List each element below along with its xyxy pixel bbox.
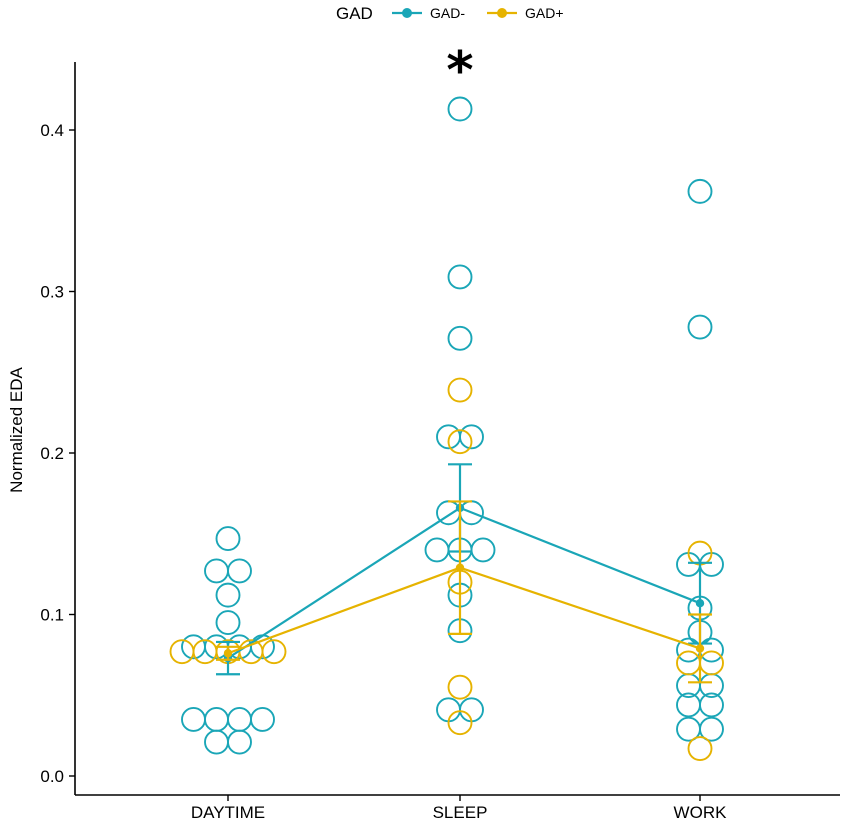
mean-point-gad-minus-work [695, 598, 705, 608]
data-marks [169, 96, 724, 761]
data-point-gad-minus-sleep [447, 96, 473, 122]
data-point-gad-plus-sleep [447, 674, 473, 700]
data-point-gad-minus-daytime [227, 558, 252, 584]
data-point-gad-minus-sleep [459, 424, 484, 450]
data-point-gad-minus-sleep [447, 325, 473, 351]
y-tick-label: 0.3 [40, 283, 64, 302]
mean-point-gad-plus-sleep [455, 563, 465, 572]
data-point-gad-minus-daytime [250, 707, 275, 732]
data-point-gad-plus-daytime [261, 639, 287, 665]
y-tick-label: 0.1 [40, 606, 64, 625]
series-gad-plus [169, 377, 724, 761]
y-tick-label: 0.0 [40, 767, 64, 786]
data-point-gad-minus-sleep [447, 264, 473, 290]
x-tick-label-sleep: SLEEP [433, 803, 488, 822]
x-tick-label-daytime: DAYTIME [191, 803, 265, 822]
legend-label-gad-minus: GAD- [430, 5, 465, 21]
significance-star: * [446, 41, 473, 101]
data-point-gad-minus-daytime [204, 729, 229, 755]
data-point-gad-plus-sleep [447, 429, 473, 455]
legend-key-gad-minus [392, 8, 422, 18]
data-point-gad-minus-daytime [181, 707, 206, 732]
x-tick-label-work: WORK [674, 803, 728, 822]
data-point-gad-minus-daytime [215, 526, 241, 552]
legend-key-gad-plus [487, 8, 517, 18]
data-point-gad-plus-sleep [447, 377, 473, 403]
x-ticks: DAYTIME SLEEP WORK [191, 795, 727, 822]
y-ticks: 0.0 0.1 0.2 0.3 0.4 [40, 121, 75, 786]
data-point-gad-minus-daytime [227, 729, 252, 755]
data-point-gad-minus-daytime [204, 558, 229, 584]
mean-line-gad-minus [227, 506, 701, 660]
data-point-gad-minus-work [699, 716, 724, 742]
y-tick-label: 0.4 [40, 121, 64, 140]
data-point-gad-plus-work [687, 736, 713, 761]
data-point-gad-minus-sleep [424, 537, 450, 563]
data-point-gad-minus-work [687, 314, 713, 340]
mean-point-gad-plus-daytime [223, 649, 233, 658]
data-point-gad-minus-work [699, 692, 724, 718]
data-point-gad-minus-sleep [470, 537, 496, 563]
data-point-gad-minus-daytime [204, 707, 229, 732]
data-point-gad-plus-sleep [447, 710, 473, 736]
y-tick-label: 0.2 [40, 444, 64, 463]
data-point-gad-plus-work [676, 650, 701, 676]
data-point-gad-minus-sleep [436, 697, 461, 723]
legend: GAD GAD- GAD+ [336, 4, 564, 23]
y-axis-title: Normalized EDA [7, 367, 26, 493]
data-point-gad-minus-daytime [227, 707, 252, 732]
data-point-gad-plus-work [699, 650, 724, 676]
data-point-gad-minus-work [687, 178, 713, 204]
legend-label-gad-plus: GAD+ [525, 5, 564, 21]
mean-point-gad-plus-work [695, 644, 705, 653]
data-point-gad-minus-daytime [215, 610, 241, 636]
data-point-gad-minus-daytime [215, 582, 241, 608]
data-point-gad-minus-sleep [459, 697, 484, 723]
legend-title: GAD [336, 4, 373, 23]
